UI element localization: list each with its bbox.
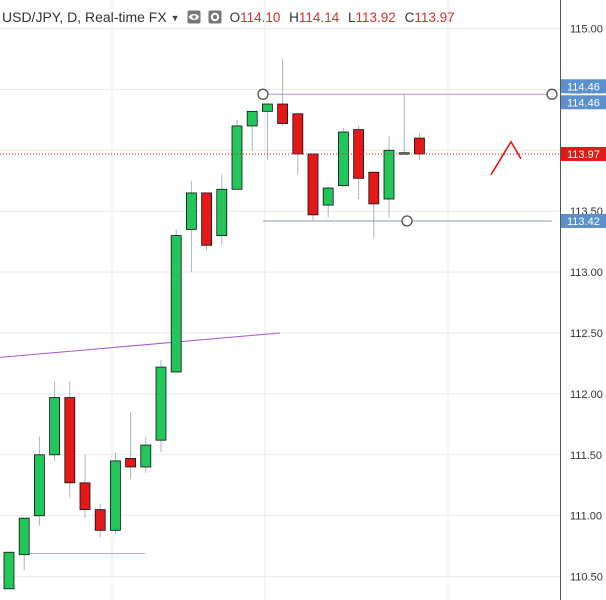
symbol-title[interactable]: USD/JPY, D, Real-time FX bbox=[2, 9, 167, 25]
price-label-bg bbox=[561, 79, 606, 94]
candle-body[interactable] bbox=[413, 137, 425, 155]
candle-body[interactable] bbox=[277, 103, 289, 124]
high-value: 114.14 bbox=[298, 9, 340, 25]
candle-body[interactable] bbox=[94, 509, 106, 531]
candle-body[interactable] bbox=[170, 235, 182, 373]
candle-body[interactable] bbox=[49, 397, 60, 456]
price-label-bg bbox=[561, 213, 606, 228]
candle-body[interactable] bbox=[322, 187, 334, 206]
candle-body[interactable] bbox=[398, 152, 410, 155]
y-tick-label: 110.50 bbox=[570, 572, 603, 584]
y-tick-label: 113.00 bbox=[570, 267, 603, 279]
open-label: O bbox=[229, 9, 241, 25]
price-label: 113.42 bbox=[567, 216, 600, 228]
candle-body[interactable] bbox=[353, 129, 365, 179]
candle-body[interactable] bbox=[125, 458, 136, 468]
support-handle[interactable] bbox=[401, 215, 413, 227]
trend-line[interactable] bbox=[0, 332, 281, 358]
candle-body[interactable] bbox=[337, 131, 349, 187]
candle-body[interactable] bbox=[307, 153, 319, 216]
chart-header: USD/JPY, D, Real-time FX ▼ O114.10 H114.… bbox=[0, 0, 560, 34]
low-label: L bbox=[347, 9, 356, 25]
ohlc-readout: O114.10 H114.14 L113.92 C113.97 bbox=[230, 10, 460, 25]
candle-body[interactable] bbox=[185, 192, 197, 230]
resistance-handle-left[interactable] bbox=[257, 88, 269, 100]
candle-body[interactable] bbox=[368, 171, 380, 205]
y-tick-label: 111.50 bbox=[570, 450, 602, 462]
open-value: 114.10 bbox=[240, 9, 281, 25]
candle-body[interactable] bbox=[201, 192, 213, 246]
candle-body[interactable] bbox=[140, 444, 152, 468]
y-tick-label: 111.00 bbox=[570, 511, 602, 523]
price-label-bg bbox=[561, 146, 606, 161]
high-label: H bbox=[289, 9, 299, 25]
candle-body[interactable] bbox=[110, 460, 121, 531]
candle-body[interactable] bbox=[231, 125, 243, 190]
settings-icon[interactable] bbox=[208, 10, 222, 24]
price-label-bg bbox=[561, 95, 606, 110]
candle-body[interactable] bbox=[18, 517, 30, 556]
candle-body[interactable] bbox=[216, 188, 228, 236]
y-tick-label: 115.00 bbox=[570, 24, 603, 36]
candle-body[interactable] bbox=[155, 366, 167, 441]
candle-body[interactable] bbox=[261, 103, 273, 112]
candle-body[interactable] bbox=[246, 110, 258, 127]
resistance-handle-right[interactable] bbox=[546, 88, 558, 100]
y-tick-label: 112.50 bbox=[570, 328, 603, 340]
close-label: C bbox=[404, 9, 415, 25]
chevron-down-icon[interactable]: ▼ bbox=[170, 13, 180, 23]
candle-body[interactable] bbox=[64, 397, 76, 484]
candle-body[interactable] bbox=[292, 113, 304, 155]
candle-body[interactable] bbox=[34, 454, 45, 517]
candle-body[interactable] bbox=[383, 149, 395, 200]
candle-body[interactable] bbox=[79, 482, 91, 511]
price-label: 114.46 bbox=[567, 81, 600, 93]
projection-path[interactable] bbox=[490, 140, 522, 176]
price-label: 114.46 bbox=[567, 97, 600, 109]
candle-body[interactable] bbox=[3, 551, 15, 590]
y-tick-label: 112.00 bbox=[570, 389, 603, 401]
eye-icon[interactable] bbox=[187, 10, 201, 24]
close-value: 113.97 bbox=[414, 9, 455, 25]
price-label: 113.97 bbox=[567, 149, 600, 161]
low-value: 113.92 bbox=[355, 9, 396, 25]
